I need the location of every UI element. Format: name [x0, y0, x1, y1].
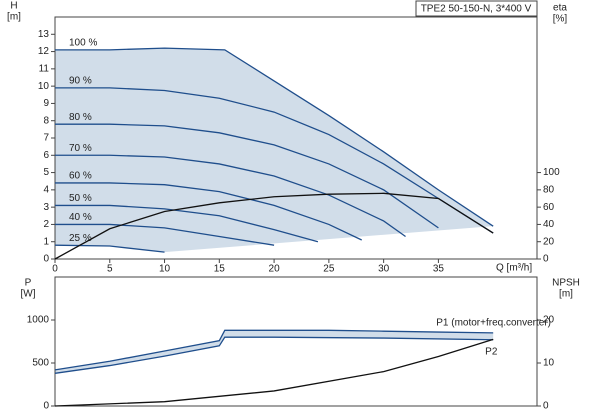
x-tick-label: 35: [433, 264, 445, 275]
x-tick-label: 10: [159, 264, 171, 275]
y-tick-label: 11: [39, 63, 50, 74]
y-tick-label: 500: [32, 358, 49, 369]
y-tick-label: 2: [43, 219, 49, 230]
y2-tick-label: 20: [543, 236, 555, 247]
y-tick-label: 8: [43, 115, 49, 126]
curve: [55, 123, 439, 229]
curve: [54, 336, 494, 374]
y-tick-label: 13: [38, 29, 50, 40]
y2-unit: [m]: [559, 289, 573, 300]
y-unit: [W]: [21, 289, 36, 300]
y2-label: NPSH: [552, 278, 580, 289]
y-tick-label: 10: [38, 81, 50, 92]
y2-tick-label: 0: [543, 401, 549, 412]
y-tick-label: 1: [43, 236, 49, 247]
curve-label: P2: [485, 346, 498, 357]
y2-label: eta: [553, 3, 567, 14]
y-tick-label: 0: [43, 254, 49, 265]
y2-tick-label: 10: [543, 358, 555, 369]
curve-label: 90 %: [69, 76, 92, 87]
chart-title: TPE2 50-150-N, 3*400 V: [421, 4, 532, 15]
title-box: [415, 0, 538, 17]
curve: [55, 47, 494, 227]
y2-tick-label: 80: [543, 184, 555, 195]
curve: [54, 329, 494, 371]
curve-label: 70 %: [69, 143, 92, 154]
curve: [55, 154, 406, 238]
plot-frame: [54, 276, 538, 407]
y2-tick-label: 0: [543, 254, 549, 265]
curve: [54, 244, 165, 253]
x-label: Q [m³/h]: [496, 263, 532, 274]
curve: [55, 204, 319, 243]
y-label: P: [25, 278, 32, 289]
curve: [55, 87, 494, 234]
curve-label: 40 %: [69, 212, 92, 223]
curve: [54, 338, 494, 407]
x-tick-label: 20: [269, 264, 281, 275]
y-tick-label: 1000: [27, 315, 50, 326]
y-tick-label: 5: [43, 167, 49, 178]
y-tick-label: 12: [38, 46, 50, 57]
y2-tick-label: 60: [543, 202, 555, 213]
curve-label: 80 %: [69, 112, 92, 123]
curve-label: 100 %: [69, 37, 97, 48]
curve-label: P1 (motor+freq.converter): [436, 318, 551, 329]
operating-area: [55, 48, 494, 253]
curve-label: 25 %: [69, 233, 92, 244]
y-tick-label: 0: [43, 401, 49, 412]
curve-label: 60 %: [69, 171, 92, 182]
y-label: H: [10, 1, 17, 12]
y-tick-label: 4: [43, 184, 49, 195]
y-tick-label: 9: [43, 98, 49, 109]
x-tick-label: 5: [107, 264, 113, 275]
y2-tick-label: 20: [543, 315, 555, 326]
operating-area: [55, 330, 494, 374]
y-tick-label: 7: [43, 133, 49, 144]
curve: [55, 182, 363, 241]
curve: [55, 223, 275, 246]
x-tick-label: 0: [52, 264, 58, 275]
x-tick-label: 15: [214, 264, 226, 275]
x-tick-label: 25: [323, 264, 335, 275]
y2-tick-label: 100: [543, 167, 560, 178]
y-tick-label: 6: [43, 150, 49, 161]
y2-unit: [%]: [553, 14, 568, 25]
y2-tick-label: 40: [543, 219, 555, 230]
x-tick-label: 30: [378, 264, 390, 275]
y-unit: [m]: [7, 12, 21, 23]
curve: [54, 192, 494, 260]
y-tick-label: 3: [43, 202, 49, 213]
curve-label: 50 %: [69, 193, 92, 204]
